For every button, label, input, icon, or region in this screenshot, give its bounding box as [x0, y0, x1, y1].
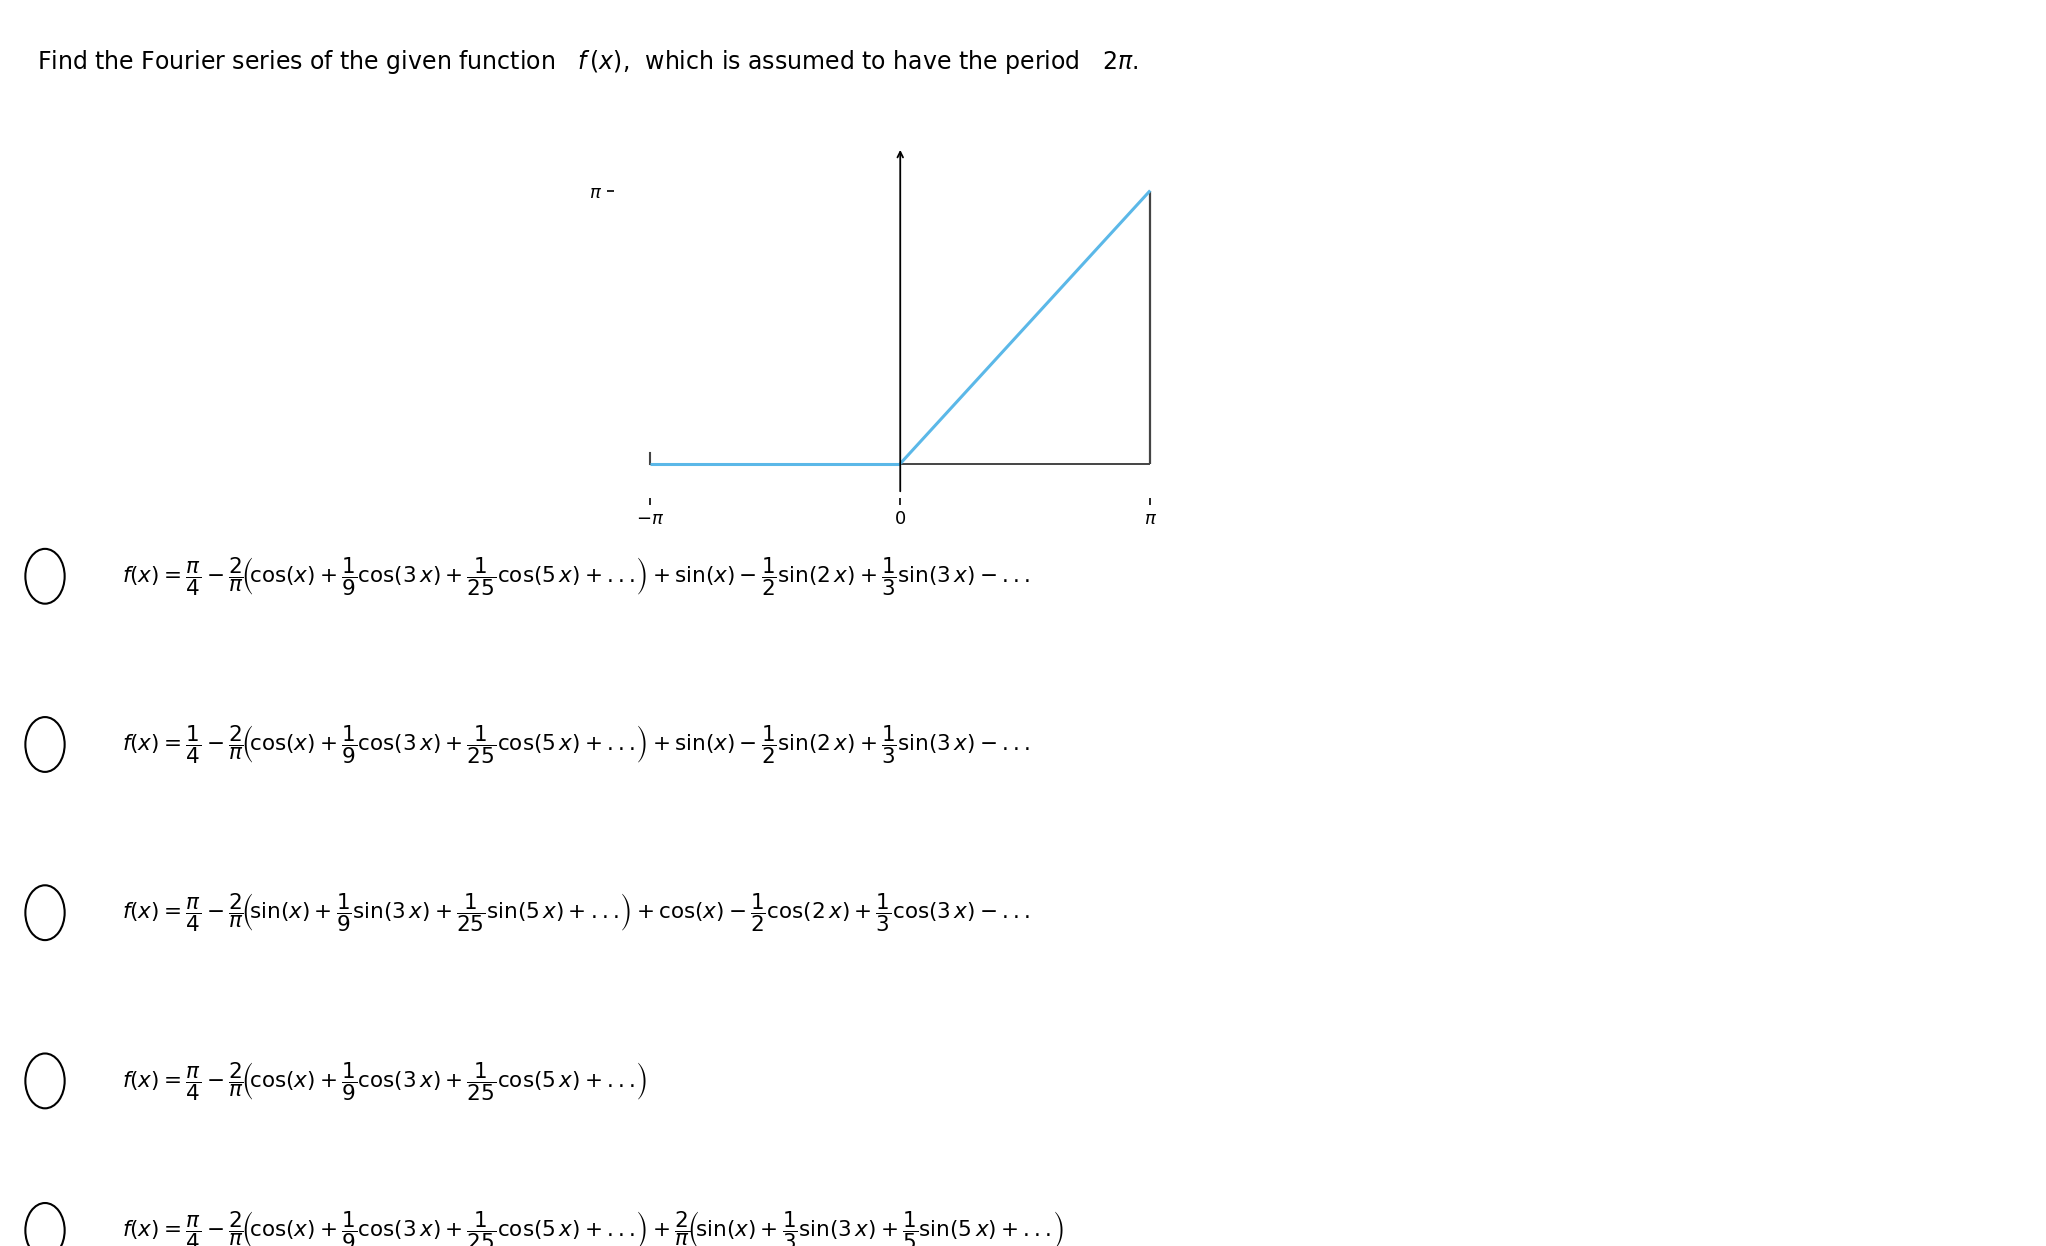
Text: $f (x) = \dfrac{\pi}{4} - \dfrac{2}{\pi}\!\left(\!\sin(x) + \dfrac{1}{9}\sin(3\,: $f (x) = \dfrac{\pi}{4} - \dfrac{2}{\pi}…	[123, 892, 1031, 934]
Text: $f (x) = \dfrac{1}{4} - \dfrac{2}{\pi}\!\left(\!\cos(x) + \dfrac{1}{9}\cos(3\,x): $f (x) = \dfrac{1}{4} - \dfrac{2}{\pi}\!…	[123, 724, 1031, 766]
Text: $f (x) = \dfrac{\pi}{4} - \dfrac{2}{\pi}\!\left(\!\cos(x) + \dfrac{1}{9}\cos(3\,: $f (x) = \dfrac{\pi}{4} - \dfrac{2}{\pi}…	[123, 1060, 647, 1103]
Text: Find the Fourier series of the given function   $f\,(x)$,  which is assumed to h: Find the Fourier series of the given fun…	[37, 47, 1138, 76]
Text: $f (x) = \dfrac{\pi}{4} - \dfrac{2}{\pi}\!\left(\!\cos(x) + \dfrac{1}{9}\cos(3\,: $f (x) = \dfrac{\pi}{4} - \dfrac{2}{\pi}…	[123, 1210, 1064, 1246]
Text: $f (x) = \dfrac{\pi}{4} - \dfrac{2}{\pi}\!\left(\!\cos(x) + \dfrac{1}{9}\cos(3\,: $f (x) = \dfrac{\pi}{4} - \dfrac{2}{\pi}…	[123, 556, 1031, 598]
